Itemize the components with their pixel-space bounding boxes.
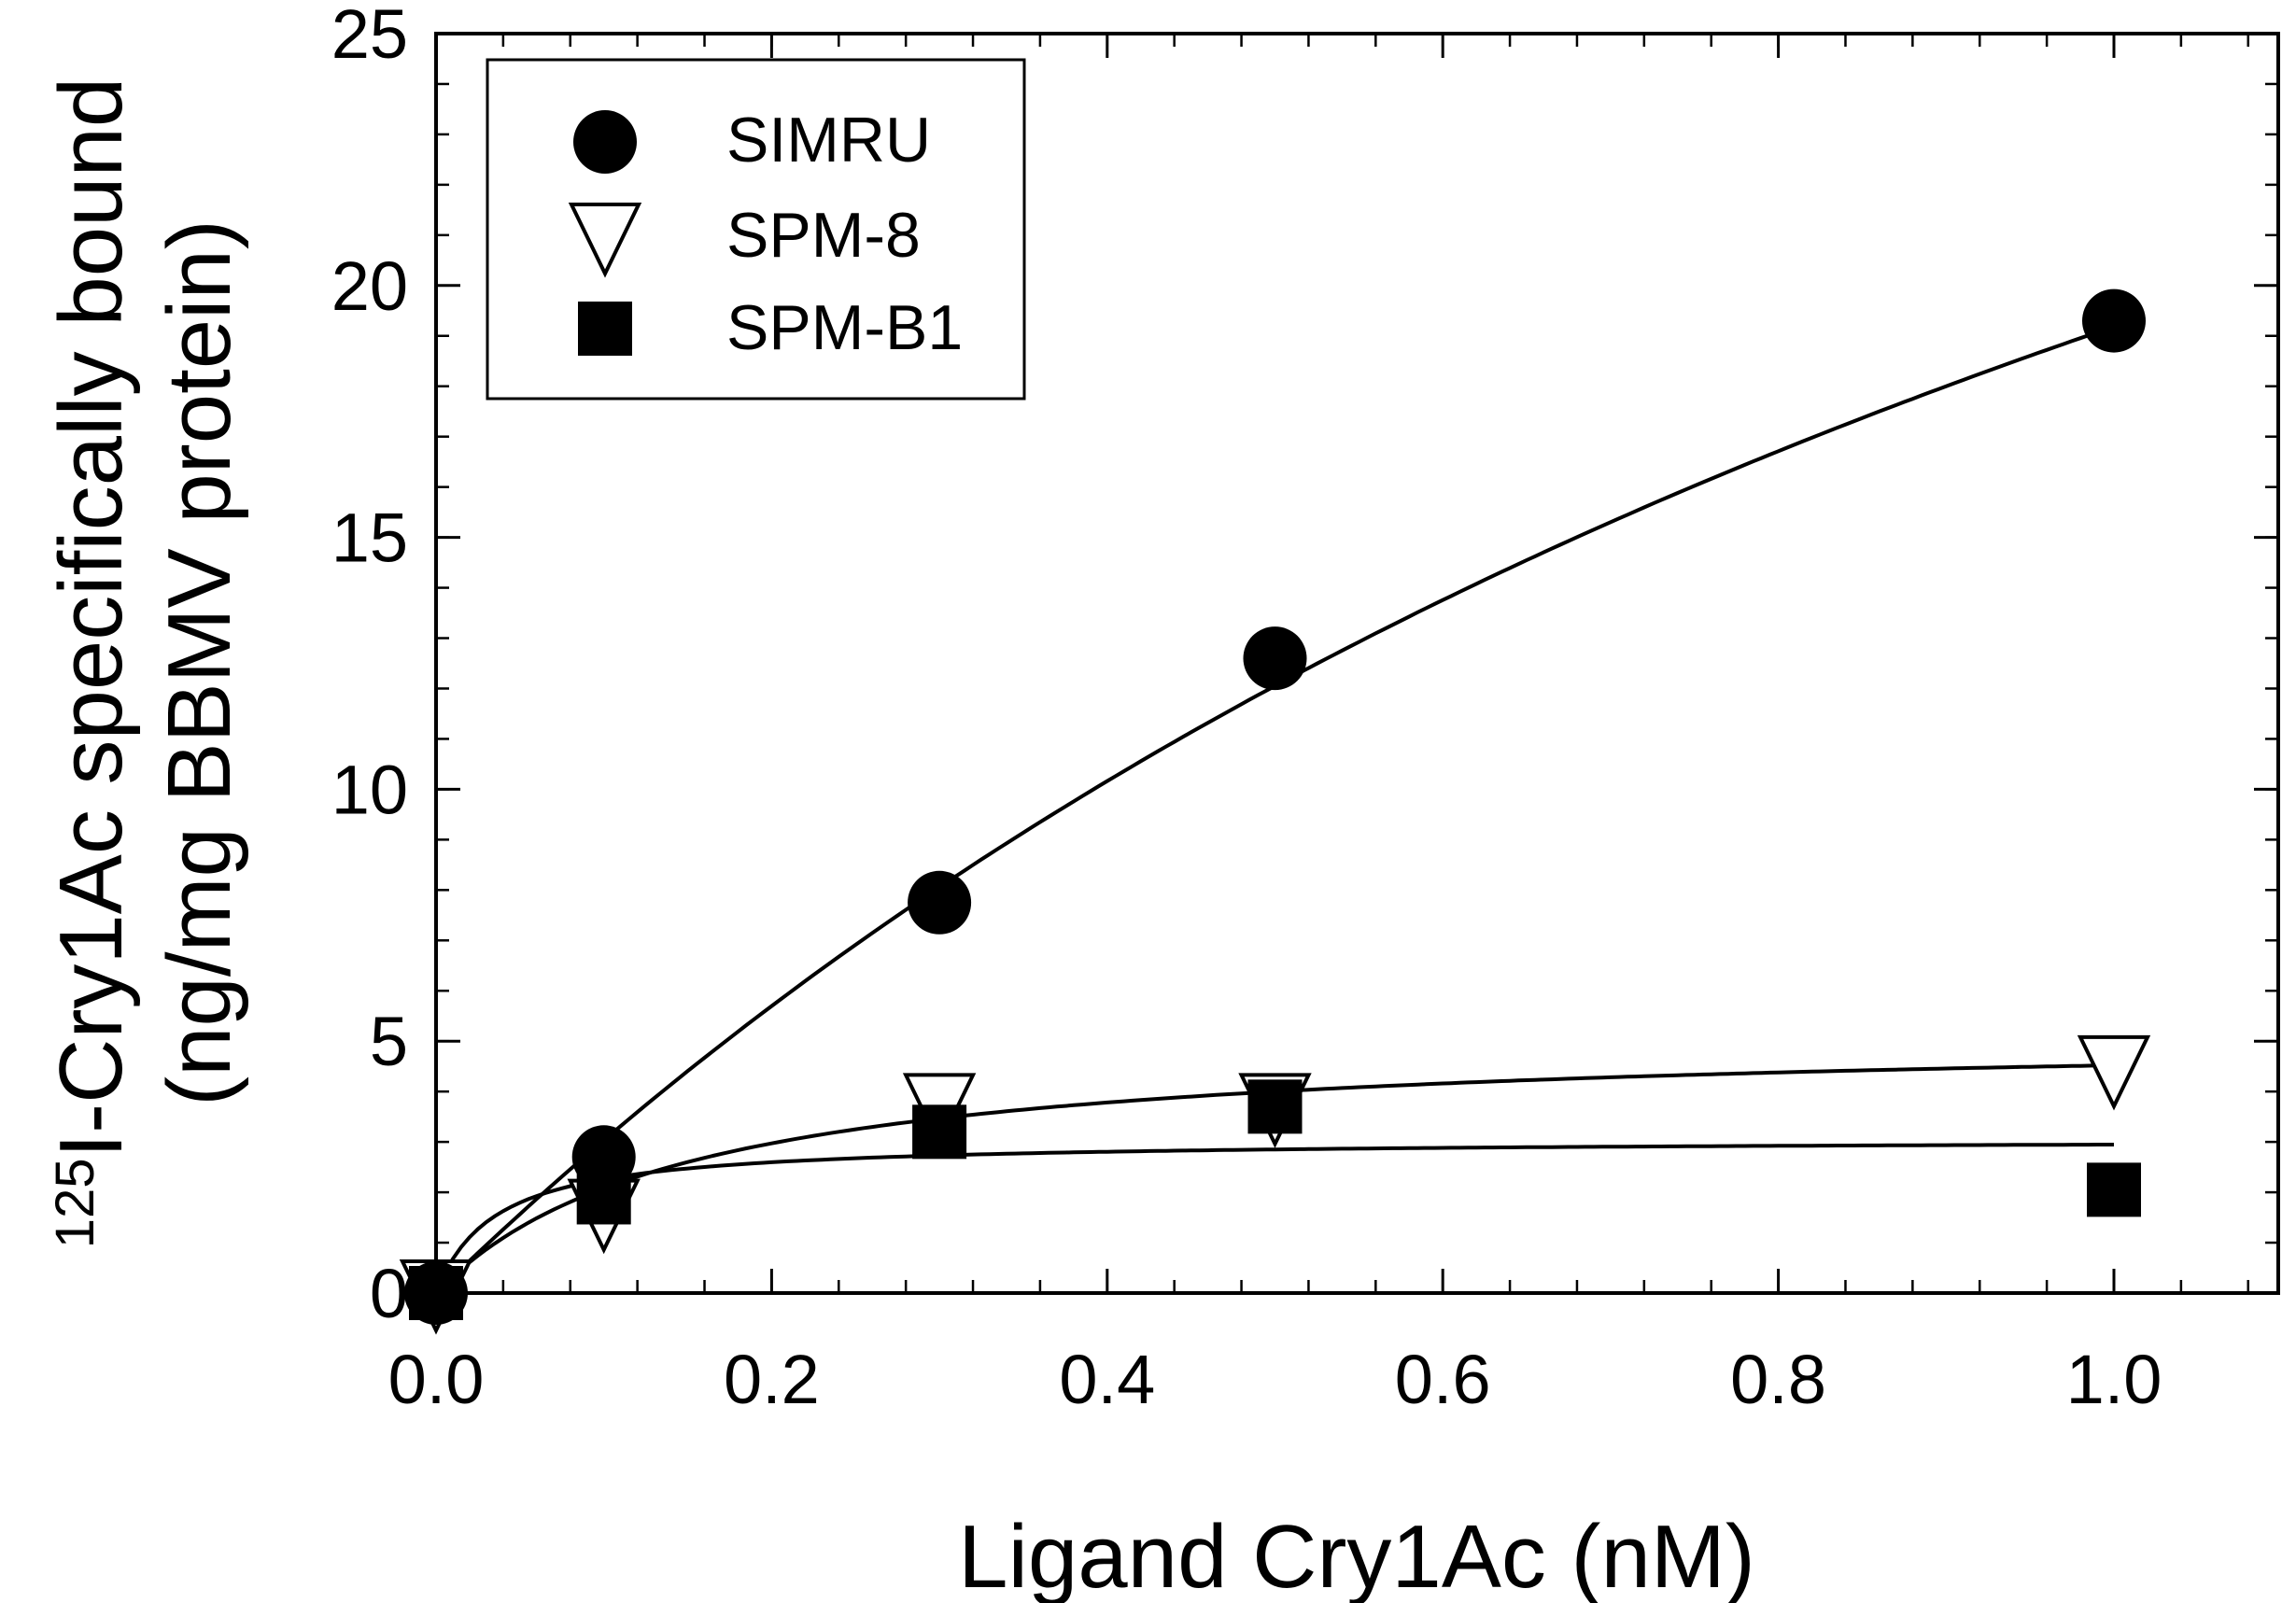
y-axis-title-line2: (ng/mg BBMV protein) <box>149 219 249 1106</box>
x-axis-title: Ligand Cry1Ac (nM) <box>958 1507 1755 1603</box>
legend-label-spm-b1: SPM-B1 <box>726 292 963 363</box>
legend-box <box>486 58 1026 401</box>
point-simru <box>571 1125 636 1189</box>
y-tick-label: 25 <box>331 0 408 73</box>
point-spm-8 <box>2077 1034 2151 1111</box>
data-points <box>399 288 2151 1335</box>
x-tick-label: 1.0 <box>2066 1341 2162 1418</box>
y-tick-label: 10 <box>331 751 408 828</box>
legend-label-spm-8: SPM-8 <box>726 200 921 271</box>
legend-marker-simru <box>573 110 637 174</box>
point-spm-b1 <box>1247 1079 1303 1134</box>
legend-marker-spm-8 <box>568 203 642 278</box>
y-axis-title-main: I-Cry1Ac specifically bound <box>41 77 141 1159</box>
x-tick-label: 0.0 <box>388 1341 485 1418</box>
point-simru <box>2082 288 2146 353</box>
legend-label-simru: SIMRU <box>726 105 931 176</box>
point-spm-b1 <box>912 1104 967 1160</box>
y-tick-label: 0 <box>370 1255 408 1332</box>
x-tick-label: 0.6 <box>1395 1341 1491 1418</box>
x-tick-label: 0.8 <box>1730 1341 1826 1418</box>
y-axis-title-superscript: 125 <box>45 1159 106 1249</box>
legend: SIMRU SPM-8 SPM-B1 <box>486 58 1026 401</box>
plot-frame <box>434 32 2280 1295</box>
point-simru <box>404 1261 468 1325</box>
point-simru <box>1243 626 1307 691</box>
legend-markers <box>568 110 642 356</box>
y-tick-label: 15 <box>331 499 408 577</box>
y-tick-label: 5 <box>370 1003 408 1080</box>
x-tick-label: 0.4 <box>1059 1341 1155 1418</box>
y-tick-label: 20 <box>331 247 408 325</box>
x-axis-ticks: 0.0 0.2 0.4 0.6 0.8 1.0 <box>388 34 2250 1418</box>
x-tick-label: 0.2 <box>724 1341 820 1418</box>
y-axis-ticks: 0 5 10 15 20 25 <box>331 0 2278 1332</box>
legend-marker-spm-b1 <box>578 302 632 356</box>
point-spm-b1 <box>2087 1162 2141 1217</box>
fit-curve-spm-b1 <box>434 1143 2114 1294</box>
point-simru <box>908 870 972 935</box>
y-axis-title-line1: 125I-Cry1Ac specifically bound <box>41 77 141 1249</box>
